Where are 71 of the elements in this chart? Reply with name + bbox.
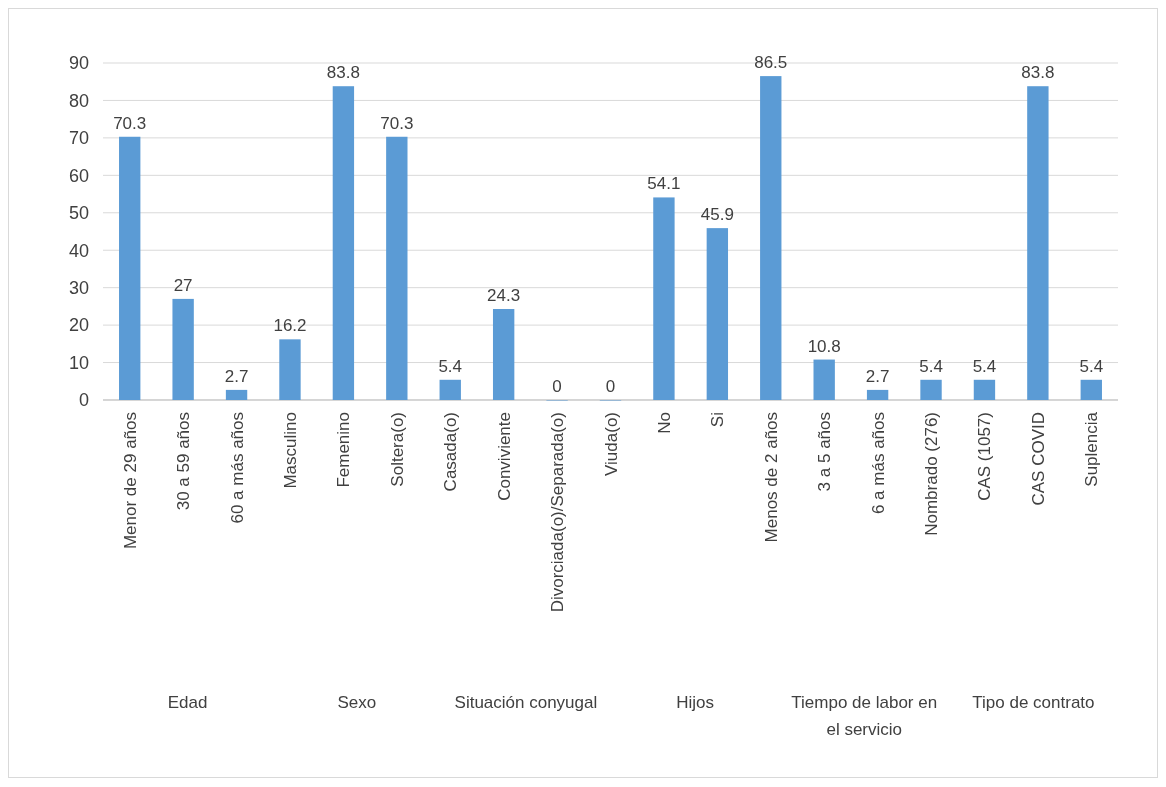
text: Hijos — [676, 693, 714, 712]
x-tick-label: 30 a 59 años — [174, 412, 194, 511]
bar — [492, 309, 515, 400]
data-label: 10.8 — [807, 336, 841, 356]
bar — [973, 379, 996, 400]
data-label: 2.7 — [224, 366, 249, 386]
x-tick-label: Casada(o) — [441, 412, 461, 492]
bar — [332, 86, 355, 400]
x-tick-label: Nombrado (276) — [922, 412, 942, 536]
data-label: 86.5 — [754, 53, 788, 73]
bar — [866, 389, 889, 400]
bar — [1080, 379, 1102, 400]
data-label: 0 — [605, 377, 616, 396]
text: Tipo de contrato — [972, 693, 1095, 712]
bar — [119, 136, 141, 400]
text: Edad — [167, 693, 208, 712]
data-label: 27 — [173, 275, 193, 295]
bar — [225, 389, 248, 400]
bar — [1027, 86, 1049, 400]
x-tick-label: Viuda(o) — [601, 412, 621, 476]
x-tick-label: Si — [708, 412, 728, 428]
x-tick-label: Suplencia — [1082, 411, 1102, 487]
x-tick-label: Divorciada(o)/Separada(o) — [548, 412, 568, 613]
y-tick-label: 60 — [68, 165, 89, 186]
data-label: 5.4 — [919, 356, 943, 376]
x-tick-label: Masculino — [280, 412, 300, 489]
x-tick-label: CAS (1057) — [975, 412, 995, 501]
data-label: 0 — [552, 377, 562, 396]
x-tick-label: 3 a 5 años — [815, 412, 835, 492]
y-tick-label: 70 — [68, 128, 89, 149]
data-label: 70.3 — [113, 113, 147, 133]
data-label: 45.9 — [700, 205, 734, 225]
data-label: 5.4 — [1079, 356, 1104, 376]
bar — [279, 339, 301, 400]
bar — [439, 379, 461, 400]
bar — [386, 136, 408, 400]
x-tick-label: Soltera(o) — [387, 412, 407, 487]
text: Situación conyugal — [454, 693, 598, 712]
bar — [653, 197, 675, 400]
text: Tiempo de labor en el servicio — [791, 693, 938, 739]
y-tick-label: 50 — [68, 203, 89, 224]
x-tick-label: 6 a más años — [868, 412, 888, 515]
x-tick-label: Menos de 2 años — [761, 412, 781, 543]
y-tick-label: 10 — [68, 352, 89, 373]
y-tick-label: 40 — [68, 240, 89, 261]
bar — [172, 298, 194, 400]
x-tick-label: Conviviente — [494, 412, 514, 501]
x-tick-label: 60 a más años — [227, 412, 247, 524]
x-tick-label: CAS COVID — [1028, 412, 1048, 506]
data-label: 2.7 — [865, 366, 890, 386]
bar — [920, 379, 942, 400]
y-tick-label: 0 — [78, 390, 89, 411]
y-tick-label: 80 — [68, 90, 89, 111]
data-label: 54.1 — [647, 174, 681, 194]
bar — [706, 228, 729, 400]
data-label: 83.8 — [326, 63, 360, 83]
data-label: 16.2 — [273, 316, 307, 336]
data-label: 24.3 — [487, 286, 521, 306]
text: Sexo — [337, 693, 377, 712]
x-tick-label: No — [654, 412, 674, 434]
x-tick-label: Femenino — [334, 412, 354, 488]
bar — [813, 359, 835, 400]
data-label: 5.4 — [438, 356, 463, 376]
y-tick-label: 30 — [68, 277, 89, 298]
y-tick-label: 20 — [68, 315, 89, 336]
data-label: 83.8 — [1021, 63, 1055, 83]
y-tick-label: 90 — [68, 53, 89, 74]
data-label: 5.4 — [972, 356, 997, 376]
x-tick-label: Menor de 29 años — [120, 412, 140, 550]
data-label: 70.3 — [380, 113, 414, 133]
bar — [760, 76, 782, 400]
